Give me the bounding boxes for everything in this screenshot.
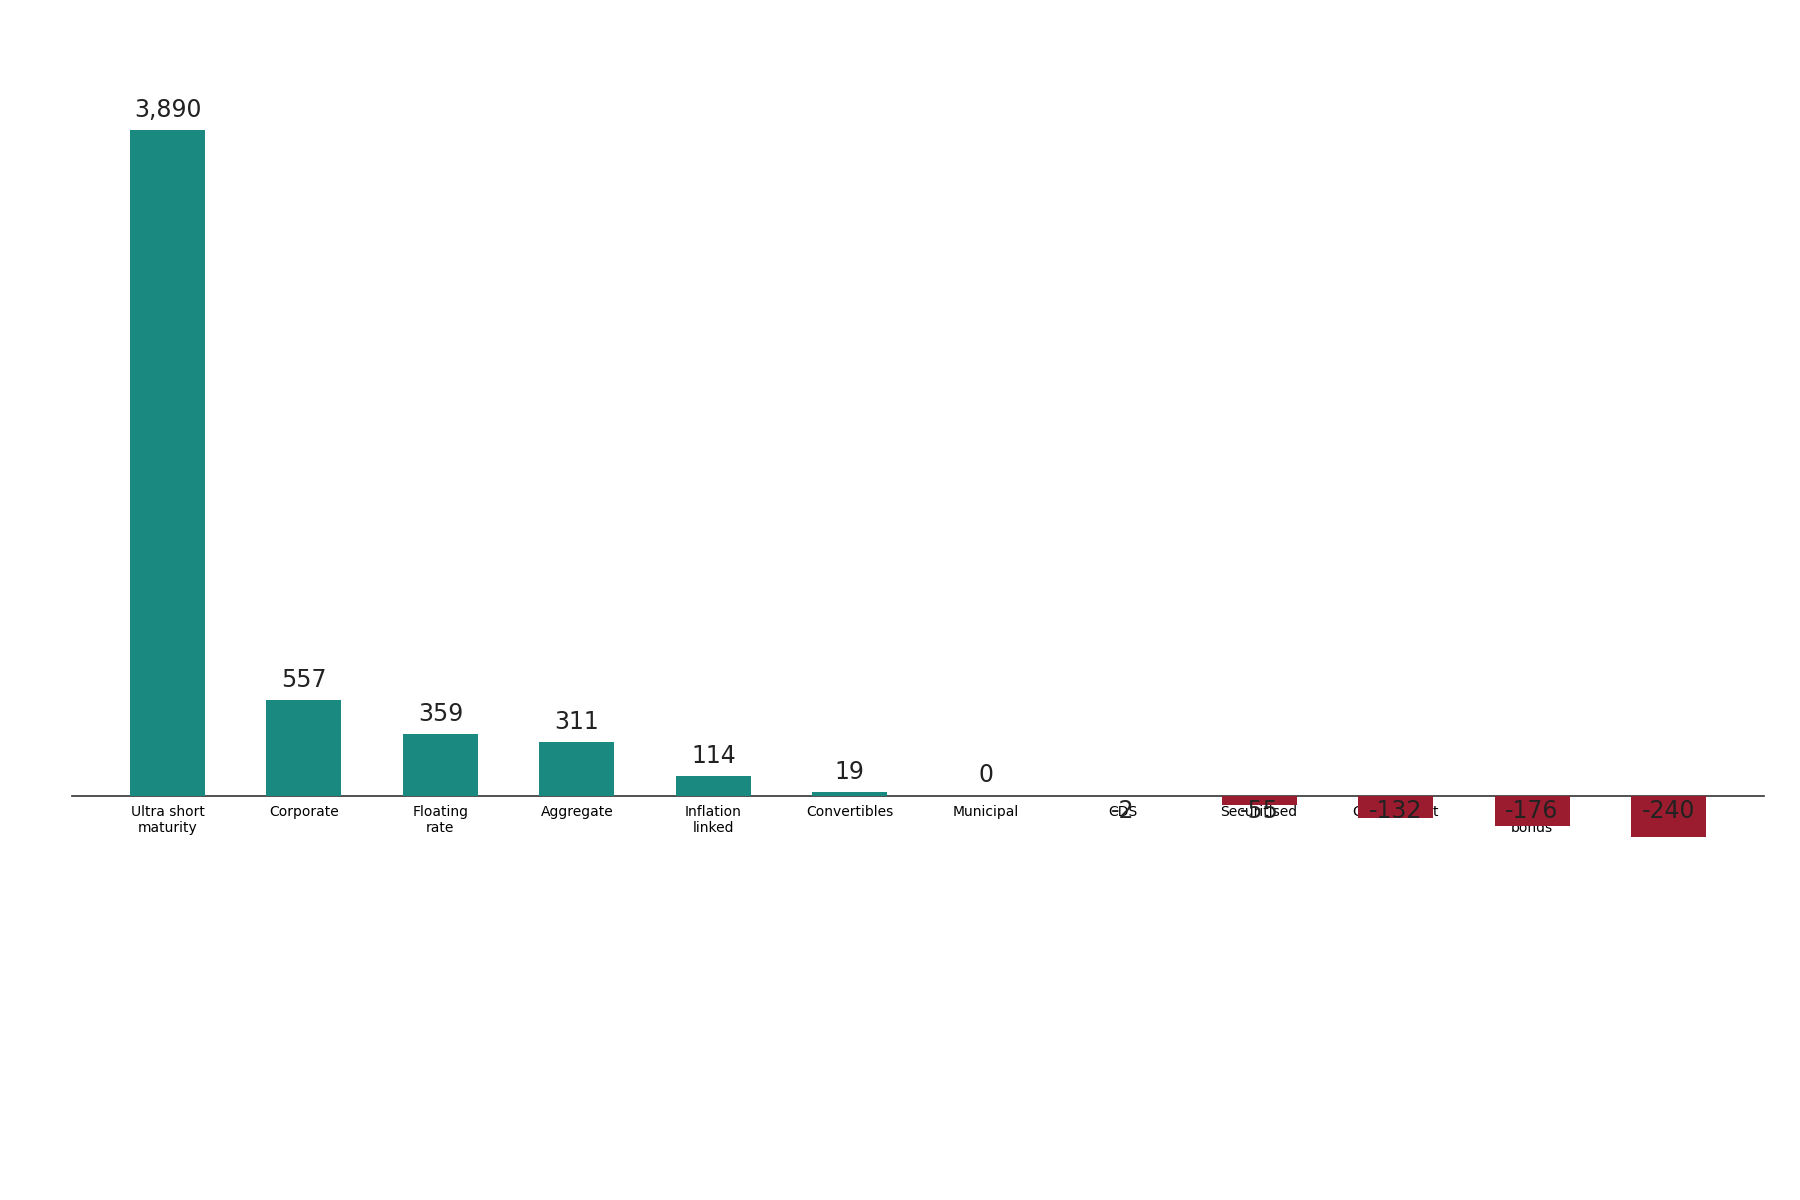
Text: -2: -2 [1111, 799, 1134, 823]
Text: -176: -176 [1505, 799, 1559, 823]
Text: 359: 359 [418, 702, 463, 726]
Text: -132: -132 [1368, 799, 1422, 823]
Bar [1494, 796, 1570, 826]
Bar [403, 734, 479, 796]
Text: 3,890: 3,890 [133, 97, 202, 121]
Bar [266, 701, 342, 796]
Bar [1631, 796, 1706, 836]
Bar [812, 792, 887, 796]
Text: -55: -55 [1240, 799, 1278, 823]
Text: 19: 19 [835, 760, 864, 784]
Text: 311: 311 [554, 710, 599, 734]
Bar [675, 776, 751, 796]
Bar [540, 743, 614, 796]
Bar [130, 130, 205, 796]
Text: 0: 0 [979, 763, 994, 787]
Text: -240: -240 [1642, 799, 1696, 823]
Text: 557: 557 [281, 667, 328, 691]
Bar [1357, 796, 1433, 818]
Bar [1222, 796, 1296, 805]
Text: 114: 114 [691, 744, 736, 768]
